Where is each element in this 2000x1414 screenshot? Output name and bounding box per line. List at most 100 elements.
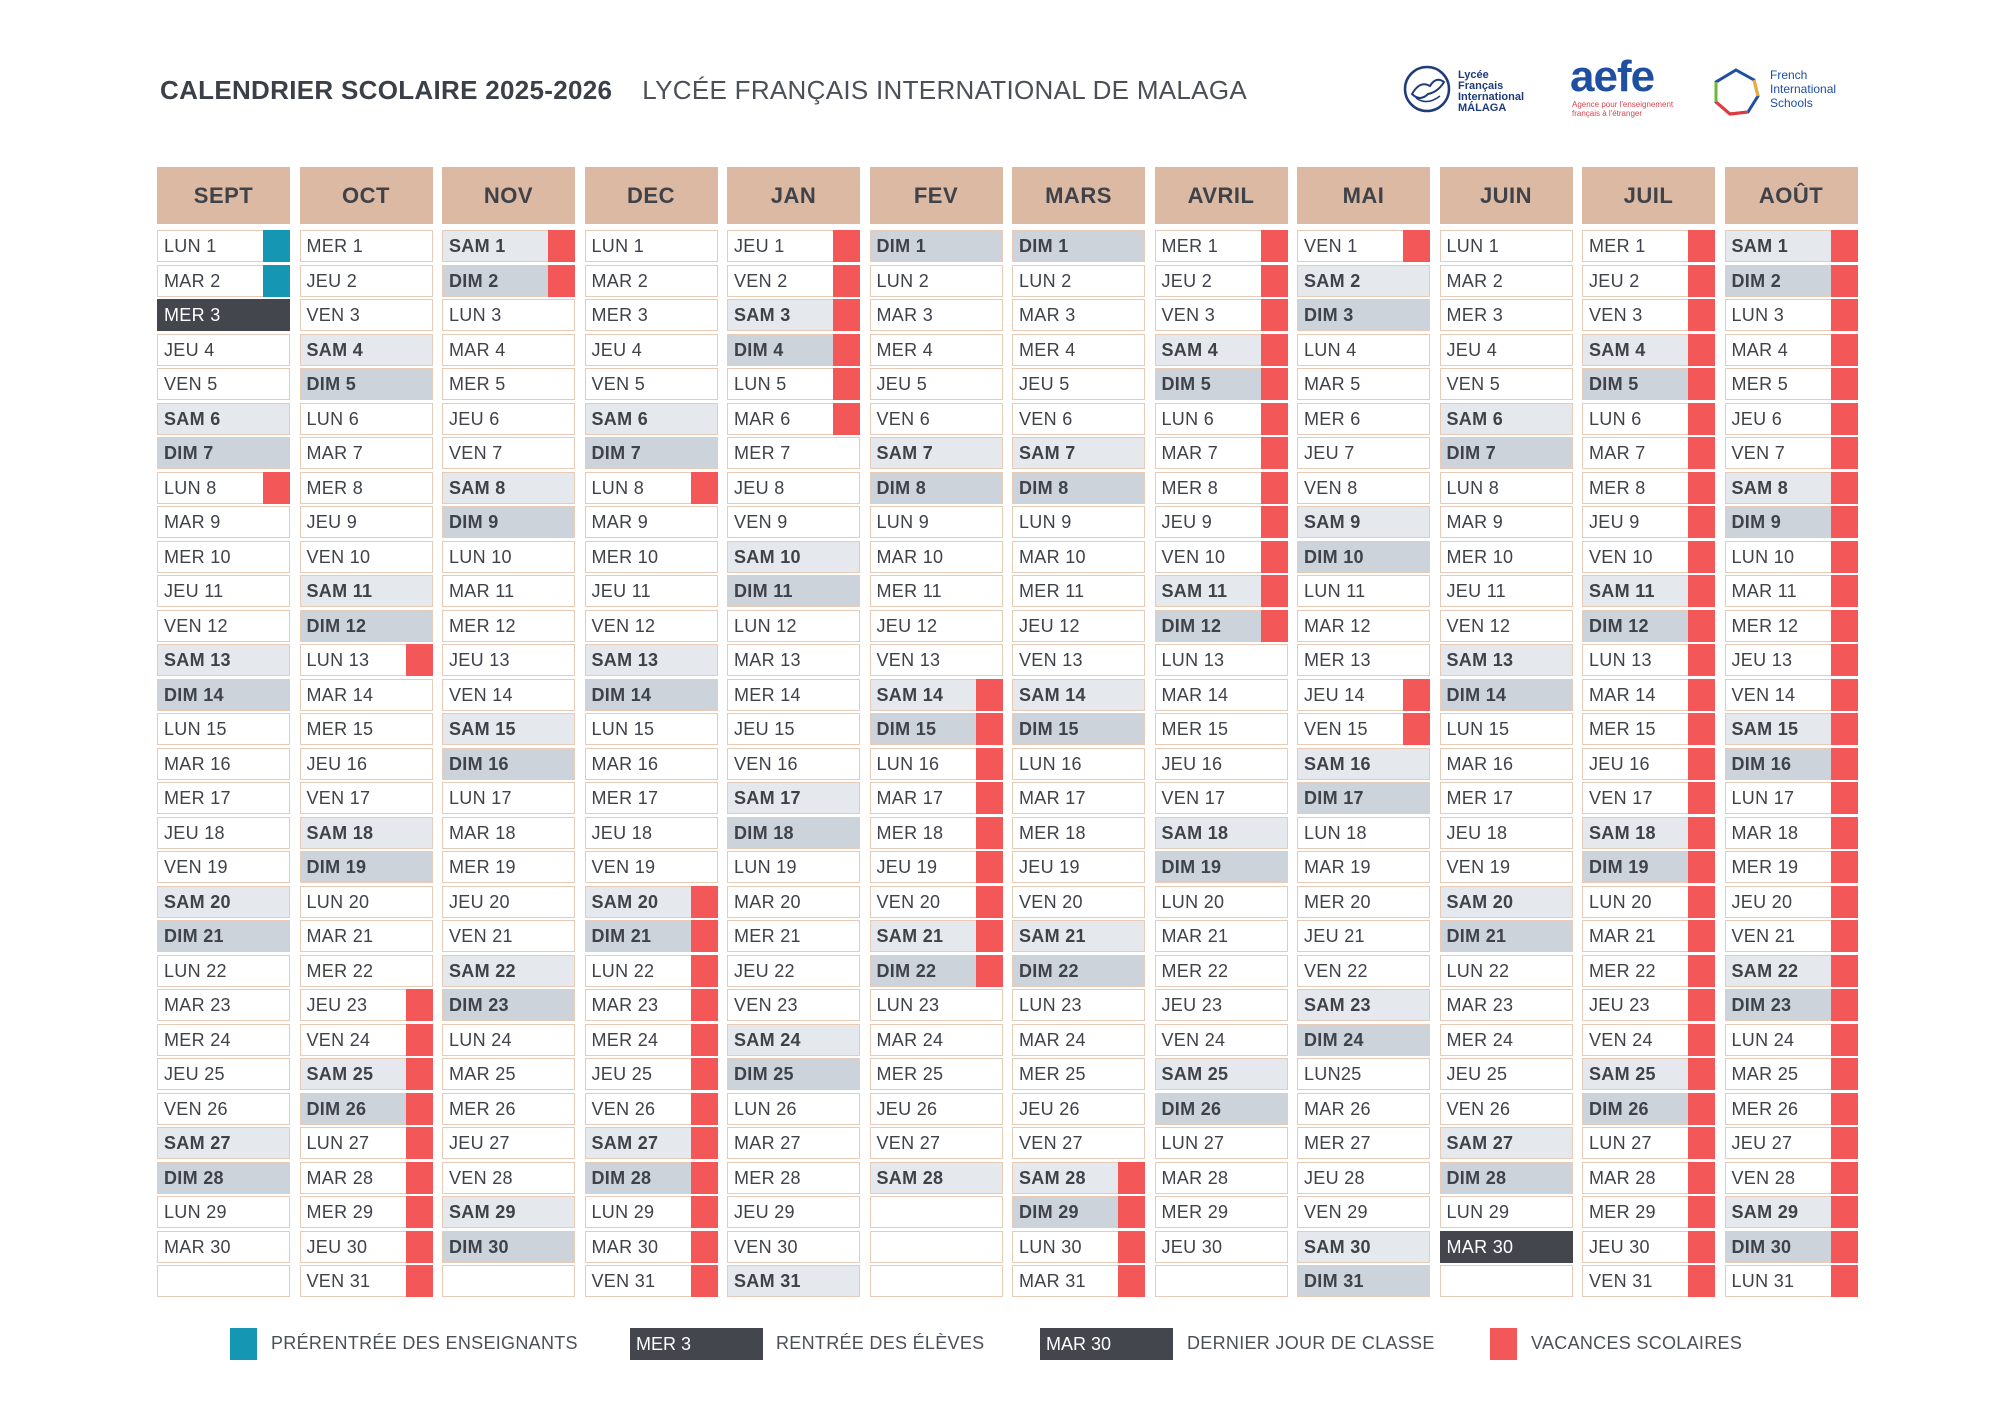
day-label: LUN 22	[591, 960, 655, 981]
day-label: SAM 11	[1161, 581, 1228, 601]
holiday-marker	[975, 816, 1003, 849]
day-cell: JEU 1	[727, 230, 860, 262]
day-cell: MER 8	[1582, 471, 1715, 504]
legend-holidays-swatch	[1490, 1328, 1517, 1360]
day-label: DIM 11	[734, 581, 793, 601]
day-cell: LUN 23	[869, 989, 1003, 1021]
day-label: JEU 16	[1161, 753, 1223, 774]
day-label: MAR 21	[306, 926, 374, 946]
holiday-marker	[405, 1161, 433, 1194]
holiday-marker	[405, 644, 433, 676]
aefe-logo-word: aefe	[1570, 52, 1655, 101]
day-cell: DIM 23	[1724, 989, 1858, 1021]
day-label: DIM 16	[449, 753, 509, 774]
day-cell: DIM 21	[584, 920, 718, 952]
holiday-marker	[1830, 230, 1858, 262]
day-cell: MER 19	[442, 851, 575, 883]
day-cell: SAM 15	[442, 713, 575, 745]
day-label: DIM 17	[1304, 788, 1364, 808]
day-label: MER 3	[591, 305, 649, 325]
day-label: MAR 11	[1731, 581, 1797, 601]
day-label: MER 29	[1161, 1202, 1229, 1222]
month-header: AOÛT	[1724, 167, 1858, 224]
day-cell: LUN 8	[1439, 471, 1573, 504]
day-cell: MER 14	[727, 678, 860, 711]
day-label: DIM 10	[1304, 546, 1364, 567]
legend-last-day-swatch: MAR 30	[1040, 1328, 1173, 1360]
day-label: SAM 4	[1161, 339, 1219, 360]
holiday-marker	[1688, 575, 1715, 607]
day-label: MAR 17	[876, 788, 944, 808]
day-cell: SAM 24	[727, 1023, 860, 1056]
day-cell: VEN 10	[1582, 540, 1715, 573]
day-cell: DIM 15	[869, 713, 1003, 745]
day-label: VEN 3	[1589, 305, 1643, 325]
day-label: VEN 5	[164, 374, 218, 394]
day-label: MAR 16	[591, 753, 659, 774]
holiday-marker	[405, 1092, 433, 1125]
day-cell: DIM 26	[1582, 1092, 1715, 1125]
header: CALENDRIER SCOLAIRE 2025-2026 LYCÉE FRAN…	[160, 70, 1247, 110]
day-label: JEU 7	[1304, 443, 1355, 463]
day-cell: DIM 9	[442, 506, 575, 538]
day-cell: DIM 1	[1012, 230, 1145, 262]
day-cell: MER 21	[727, 920, 860, 952]
day-label: SAM 8	[1731, 477, 1789, 498]
day-cell: JEU 7	[1297, 437, 1430, 469]
day-cell: VEN 2	[727, 264, 860, 297]
day-label: DIM 19	[1589, 857, 1649, 877]
day-cell: SAM 15	[1724, 713, 1858, 745]
day-label: VEN 17	[306, 788, 371, 808]
holiday-marker	[1830, 782, 1858, 814]
day-label: MAR 18	[449, 822, 516, 843]
day-label: SAM 2	[1304, 270, 1361, 291]
day-cell: DIM 2	[442, 264, 575, 297]
day-label: VEN 7	[449, 443, 503, 463]
day-label: VEN 10	[306, 546, 371, 567]
day-label: VEN 17	[1161, 788, 1226, 808]
day-label: SAM 25	[1161, 1064, 1229, 1084]
day-label: JEU 20	[1731, 891, 1793, 912]
day-label: DIM 31	[1304, 1271, 1364, 1291]
day-label: LUN 9	[876, 512, 930, 532]
day-cell: MER 26	[442, 1092, 575, 1125]
day-label: JEU 2	[1161, 270, 1213, 291]
day-label: MAR 30	[1446, 1236, 1514, 1257]
day-cell: LUN 3	[442, 299, 575, 331]
day-cell: LUN 2	[1012, 264, 1145, 297]
day-label: VEN 31	[591, 1271, 656, 1291]
day-label: SAM 18	[306, 822, 374, 843]
day-label: SAM 7	[1019, 443, 1076, 463]
day-label: MER 10	[164, 546, 231, 567]
day-cell: LUN 4	[1297, 333, 1430, 366]
day-label: MAR 5	[1304, 374, 1361, 394]
day-cell: SAM 29	[1724, 1196, 1858, 1228]
day-label: VEN 14	[1731, 684, 1796, 705]
month-column: SEPT LUN 1 MAR 2 MER 3 JEU 4 VEN 5 SAM 6 DIM 7 L…	[157, 167, 290, 1297]
day-label: MER 15	[306, 719, 374, 739]
day-cell: VEN 27	[1012, 1127, 1145, 1159]
empty-day-cell	[869, 1196, 1003, 1228]
day-label: MAR 17	[1019, 788, 1086, 808]
day-cell: SAM 14	[1012, 678, 1145, 711]
day-label: SAM 27	[164, 1133, 231, 1153]
day-cell: DIM 26	[299, 1092, 433, 1125]
day-cell: JEU 25	[584, 1058, 718, 1090]
holiday-marker	[975, 954, 1003, 987]
day-cell: SAM 21	[869, 920, 1003, 952]
day-cell: JEU 19	[1012, 851, 1145, 883]
lfi-logo-line: MÁLAGA	[1458, 102, 1507, 114]
month-header: NOV	[442, 167, 575, 224]
day-cell: LUN 17	[1724, 782, 1858, 814]
day-label: LUN 18	[1304, 822, 1367, 843]
day-cell: JEU 14	[1297, 678, 1430, 711]
day-cell: MAR 3	[869, 299, 1003, 331]
day-cell: MAR 17	[1012, 782, 1145, 814]
holiday-marker	[690, 1196, 718, 1228]
day-label: LUN 9	[1019, 512, 1072, 532]
day-cell: LUN 24	[1724, 1023, 1858, 1056]
day-label: MER 26	[1731, 1098, 1799, 1119]
day-label: JEU 5	[1019, 374, 1070, 394]
day-label: LUN 27	[1589, 1133, 1652, 1153]
day-label: LUN 16	[876, 753, 940, 774]
